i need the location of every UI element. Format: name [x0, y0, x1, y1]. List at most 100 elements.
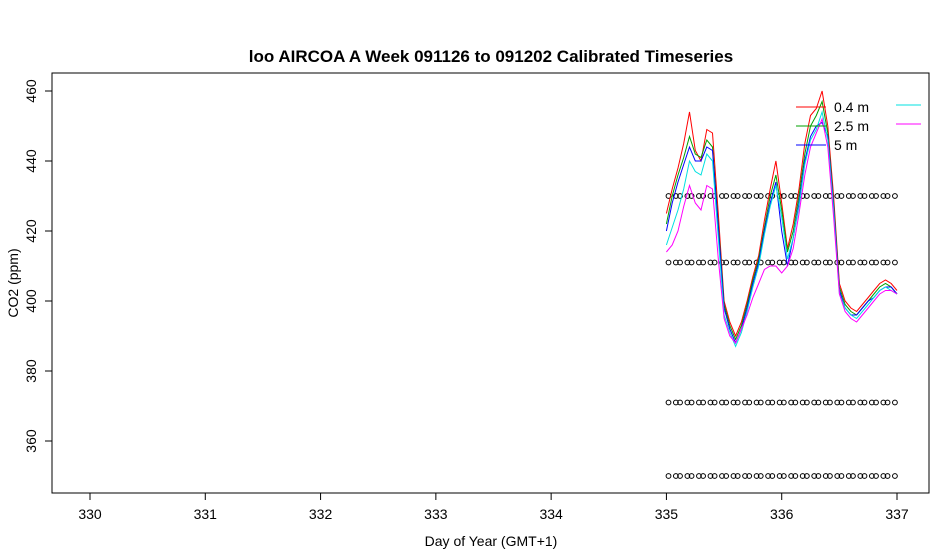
y-tick-label: 420	[23, 219, 39, 243]
marker-point	[742, 399, 748, 406]
series-lines	[665, 90, 898, 348]
marker-point	[742, 193, 748, 199]
marker-point	[822, 473, 829, 479]
legend-label: 5 m	[834, 137, 857, 153]
marker-point	[857, 399, 864, 406]
marker-point	[696, 193, 702, 199]
marker-point	[765, 399, 772, 406]
marker-point	[672, 399, 679, 406]
marker-point	[815, 259, 822, 266]
marker-point	[799, 473, 806, 479]
marker-point	[746, 473, 753, 479]
marker-point	[845, 399, 852, 406]
marker-point	[892, 193, 898, 199]
marker-point	[868, 399, 875, 406]
x-tick-label: 332	[309, 506, 333, 522]
marker-point	[730, 259, 737, 266]
y-tick-label: 380	[23, 359, 39, 383]
marker-point	[723, 259, 730, 266]
marker-point	[688, 193, 695, 199]
marker-point	[780, 399, 787, 406]
marker-point	[857, 259, 864, 266]
marker-point	[838, 259, 845, 266]
x-axis: 330 331 332 333 334 335 336 337	[78, 493, 909, 522]
marker-point	[815, 399, 822, 406]
marker-point	[811, 259, 818, 266]
marker-point	[665, 259, 672, 266]
marker-point	[884, 259, 891, 266]
marker-point	[788, 399, 795, 406]
marker-point	[780, 473, 787, 479]
marker-point	[873, 473, 879, 479]
legend-label: 2.5 m	[834, 118, 869, 134]
marker-point	[892, 473, 898, 479]
marker-point	[684, 473, 691, 479]
marker-point	[746, 399, 753, 406]
marker-point	[880, 259, 887, 266]
marker-point	[861, 399, 868, 406]
marker-point	[792, 399, 799, 406]
marker-point	[827, 259, 833, 266]
marker-point	[845, 193, 852, 199]
marker-point	[845, 473, 852, 479]
marker-point	[707, 259, 714, 266]
marker-point	[861, 193, 868, 199]
marker-point	[688, 399, 695, 406]
marker-point	[742, 473, 748, 479]
marker-point	[811, 473, 818, 479]
marker-point	[700, 399, 706, 406]
marker-point	[734, 259, 741, 266]
marker-point	[861, 473, 868, 479]
marker-point	[815, 473, 822, 479]
y-tick-label: 440	[23, 149, 39, 173]
marker-point	[723, 193, 730, 199]
marker-point	[792, 259, 799, 266]
marker-point	[868, 473, 875, 479]
marker-point	[711, 259, 718, 266]
marker-point	[822, 259, 829, 266]
x-tick-label: 334	[539, 506, 563, 522]
marker-point	[845, 259, 852, 266]
marker-point	[776, 399, 783, 406]
marker-point	[868, 259, 875, 266]
marker-point	[850, 399, 856, 406]
marker-point	[684, 399, 691, 406]
marker-point	[827, 473, 833, 479]
marker-point	[788, 473, 795, 479]
marker-point	[684, 259, 691, 266]
marker-point	[769, 259, 776, 266]
marker-point	[707, 473, 714, 479]
marker-point	[873, 399, 879, 406]
marker-point	[753, 193, 760, 199]
marker-point	[850, 473, 856, 479]
marker-point	[811, 193, 818, 199]
series-line	[665, 110, 898, 348]
y-axis-label: CO2 (ppm)	[5, 248, 21, 317]
marker-point	[834, 399, 841, 406]
marker-point	[765, 259, 772, 266]
marker-point	[719, 473, 725, 479]
y-axis: 360 380 400 420 440 460	[23, 79, 52, 453]
plot-frame	[51, 72, 930, 494]
marker-point	[838, 193, 845, 199]
marker-point	[880, 473, 887, 479]
marker-point	[700, 473, 706, 479]
marker-point	[677, 399, 683, 406]
marker-point	[799, 259, 806, 266]
marker-point	[677, 473, 683, 479]
marker-point	[838, 473, 845, 479]
marker-point	[688, 259, 695, 266]
marker-point	[880, 193, 887, 199]
marker-point	[696, 473, 702, 479]
marker-point	[769, 399, 776, 406]
marker-point	[857, 193, 864, 199]
y-tick-label: 400	[23, 289, 39, 313]
x-tick-label: 337	[885, 506, 909, 522]
marker-point	[880, 399, 887, 406]
marker-point	[803, 259, 810, 266]
marker-point	[892, 399, 898, 406]
series-line	[665, 121, 898, 345]
marker-point	[788, 193, 795, 199]
marker-point	[723, 473, 730, 479]
marker-point	[850, 259, 856, 266]
